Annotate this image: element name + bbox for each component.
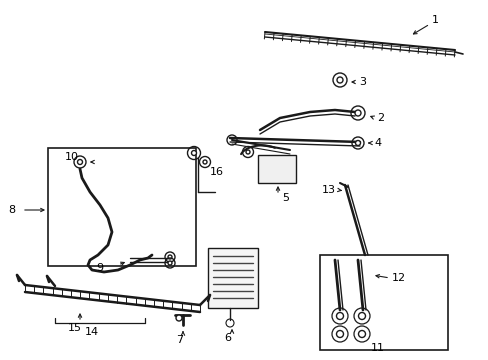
Text: 4: 4 — [373, 138, 380, 148]
Bar — [48, 148, 196, 266]
Text: 8: 8 — [8, 205, 15, 215]
Circle shape — [336, 330, 343, 338]
Text: 16: 16 — [209, 167, 224, 177]
Text: 6: 6 — [224, 333, 231, 343]
Text: 10: 10 — [65, 152, 79, 162]
Text: 7: 7 — [176, 335, 183, 345]
Text: 11: 11 — [370, 343, 384, 353]
Circle shape — [354, 110, 360, 116]
Text: 14: 14 — [85, 327, 99, 337]
Circle shape — [203, 160, 206, 164]
Circle shape — [176, 315, 182, 321]
Text: 13: 13 — [321, 185, 335, 195]
Text: 3: 3 — [358, 77, 365, 87]
Bar — [319, 255, 447, 350]
Circle shape — [358, 312, 365, 320]
Circle shape — [358, 330, 365, 338]
Circle shape — [168, 261, 172, 265]
Circle shape — [77, 159, 82, 165]
Circle shape — [168, 255, 172, 259]
Text: 12: 12 — [391, 273, 406, 283]
Text: 1: 1 — [431, 15, 438, 25]
Text: 2: 2 — [376, 113, 384, 123]
Circle shape — [245, 150, 249, 154]
Bar — [258, 155, 295, 183]
Text: 15: 15 — [68, 323, 82, 333]
Bar — [207, 248, 258, 308]
Text: 5: 5 — [282, 193, 288, 203]
Circle shape — [191, 150, 196, 156]
Circle shape — [355, 140, 360, 145]
Text: 9: 9 — [96, 263, 103, 273]
Circle shape — [336, 312, 343, 320]
Circle shape — [336, 77, 342, 83]
